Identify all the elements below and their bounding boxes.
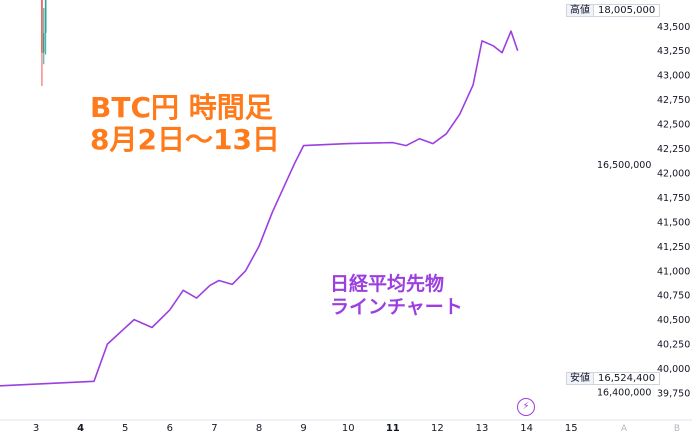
nikkei-label-line1: 日経平均先物 — [330, 273, 445, 295]
nikkei-axis-tick: 41,250 — [657, 242, 690, 253]
nikkei-axis-tick: 42,500 — [657, 120, 690, 131]
nikkei-axis-tick: 41,750 — [657, 193, 690, 204]
x-axis-tick: 13 — [476, 423, 489, 434]
x-axis-tick: 6 — [167, 423, 173, 434]
price-axis-area — [562, 0, 692, 440]
x-axis-tick: 12 — [431, 423, 444, 434]
nikkei-axis-tick: 40,000 — [657, 364, 690, 375]
nikkei-axis-tick: 40,750 — [657, 291, 690, 302]
btc-candle — [43, 32, 45, 53]
nikkei-axis-tick: 40,500 — [657, 315, 690, 326]
lightning-icon[interactable]: ⚡ — [517, 398, 535, 416]
btc-candle — [44, 0, 47, 33]
nikkei-axis-tick: 42,000 — [657, 168, 690, 179]
axis-extra-label: B — [674, 424, 680, 434]
x-axis-tick: 10 — [342, 423, 355, 434]
nikkei-axis-tick: 41,000 — [657, 266, 690, 277]
axis-extra-label: A — [621, 424, 628, 434]
x-axis-tick: 14 — [520, 423, 533, 434]
nikkei-axis-tick: 40,250 — [657, 340, 690, 351]
low-price-badge: 安値 16,524,400 — [566, 371, 661, 386]
chart-title-line1: BTC円 時間足 — [90, 91, 273, 124]
btc-axis-tick: 16,400,000 — [597, 388, 651, 399]
high-price-badge: 高値 18,005,000 — [566, 3, 661, 18]
x-axis-tick: 4 — [77, 423, 84, 434]
x-axis-tick: 8 — [256, 423, 262, 434]
nikkei-axis-tick: 42,250 — [657, 144, 690, 155]
high-label: 高値 — [566, 4, 593, 17]
nikkei-axis-tick: 43,250 — [657, 46, 690, 57]
nikkei-label-line2: ラインチャート — [330, 296, 463, 318]
low-label: 安値 — [566, 372, 593, 385]
x-axis-tick: 9 — [300, 423, 306, 434]
nikkei-axis-tick: 43,500 — [657, 22, 690, 33]
nikkei-axis-tick: 39,750 — [657, 389, 690, 400]
nikkei-line — [0, 30, 519, 387]
chart-title-line2: 8月2日〜13日 — [90, 123, 280, 156]
x-axis-tick: 15 — [565, 423, 578, 434]
x-axis-tick: 3 — [33, 423, 39, 434]
x-axis-tick: 5 — [122, 423, 128, 434]
nikkei-axis-tick: 42,750 — [657, 95, 690, 106]
x-axis-tick: 7 — [211, 423, 217, 434]
btc-candle — [41, 0, 43, 53]
high-value: 18,005,000 — [593, 4, 661, 17]
btc-axis-tick: 16,500,000 — [597, 160, 651, 171]
x-axis-tick: 11 — [386, 423, 400, 434]
low-value: 16,524,400 — [593, 372, 661, 385]
nikkei-axis-tick: 43,000 — [657, 71, 690, 82]
nikkei-axis-tick: 41,500 — [657, 217, 690, 228]
